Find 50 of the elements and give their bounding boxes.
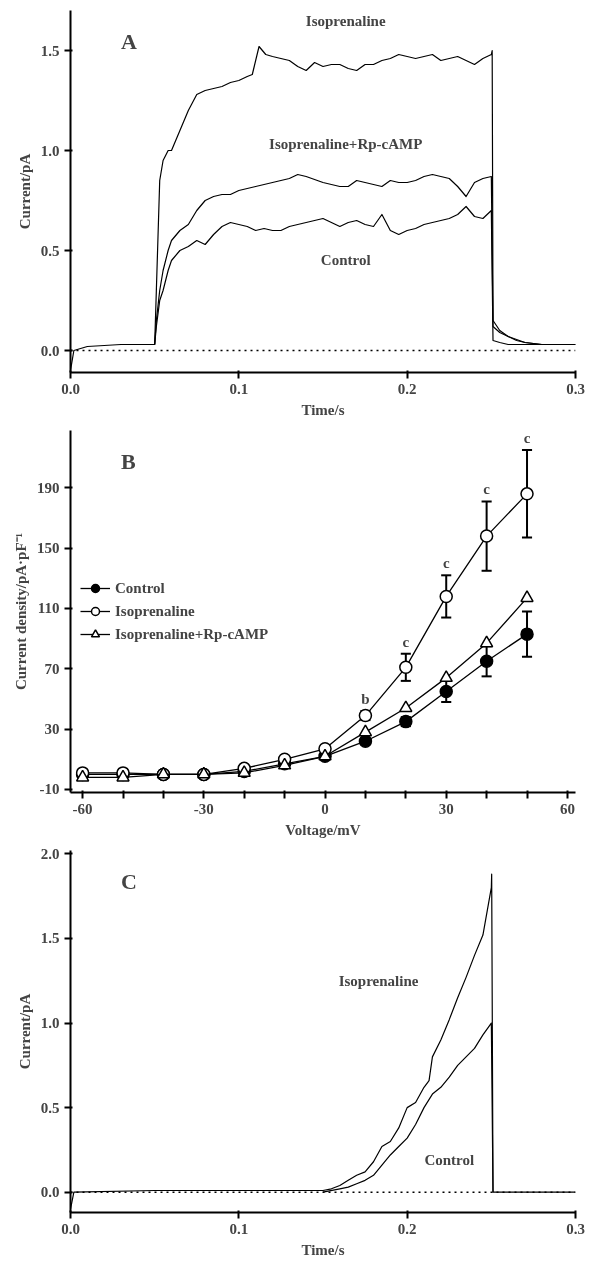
- series-label: Control: [424, 1152, 475, 1169]
- series-label: Isoprenaline: [305, 13, 386, 30]
- x-tick-label: 0.1: [229, 380, 249, 397]
- x-tick-label: 0.0: [61, 380, 80, 397]
- legend-label: Isoprenaline+Rp-cAMP: [115, 625, 269, 643]
- y-tick-label: 30: [44, 721, 60, 738]
- y-tick-label: 1.5: [40, 42, 60, 59]
- y-axis-title: Current/pA: [16, 993, 33, 1070]
- series-label: Isoprenaline+Rp-cAMP: [269, 136, 423, 153]
- x-tick-label: 0.1: [229, 1220, 249, 1237]
- annotation: c: [442, 555, 450, 572]
- x-tick-label: 0.3: [566, 1220, 585, 1237]
- x-tick-label: 0.2: [397, 1220, 417, 1237]
- text: C: [121, 868, 137, 894]
- y-tick-label: 1.0: [40, 142, 60, 159]
- y-tick-label: 0.0: [40, 1184, 60, 1201]
- y-tick-label: 1.0: [40, 1015, 60, 1032]
- annotation: c: [523, 430, 531, 447]
- legend-label: Control: [115, 579, 165, 597]
- y-tick-label: 2.0: [40, 845, 60, 862]
- annotation: c: [483, 481, 491, 498]
- y-tick-label: -10: [39, 781, 60, 798]
- y-tick-label: 70: [44, 660, 60, 677]
- x-tick-label: -60: [72, 800, 93, 817]
- x-tick-label: 0.2: [397, 380, 417, 397]
- annotation: c: [402, 633, 410, 650]
- x-tick-label: 0.3: [566, 380, 585, 397]
- y-axis-title: Current density/pA·pF⁻¹: [13, 532, 29, 691]
- legend-label: Isoprenaline: [115, 602, 195, 620]
- x-axis-title: Time/s: [301, 1241, 345, 1258]
- y-axis-title: Current/pA: [16, 153, 33, 230]
- x-tick-label: -30: [193, 800, 214, 817]
- y-tick-label: 0.5: [40, 1099, 60, 1116]
- text: B: [121, 448, 136, 474]
- y-tick-label: 1.5: [40, 930, 60, 947]
- text: Isoprenaline: [338, 972, 419, 989]
- text: A: [121, 28, 137, 54]
- x-axis-title: Time/s: [301, 401, 345, 418]
- y-tick-label: 150: [37, 540, 60, 557]
- x-tick-label: 60: [559, 800, 575, 817]
- series-label: Control: [320, 252, 371, 269]
- y-tick-label: 110: [37, 600, 60, 617]
- annotation: b: [361, 691, 370, 708]
- y-tick-label: 0.5: [40, 242, 60, 259]
- y-tick-label: 190: [37, 479, 60, 496]
- x-tick-label: 0.0: [61, 1220, 80, 1237]
- x-tick-label: 30: [438, 800, 454, 817]
- x-tick-label: 0: [321, 800, 329, 817]
- y-tick-label: 0.0: [40, 342, 60, 359]
- x-axis-title: Voltage/mV: [285, 821, 361, 838]
